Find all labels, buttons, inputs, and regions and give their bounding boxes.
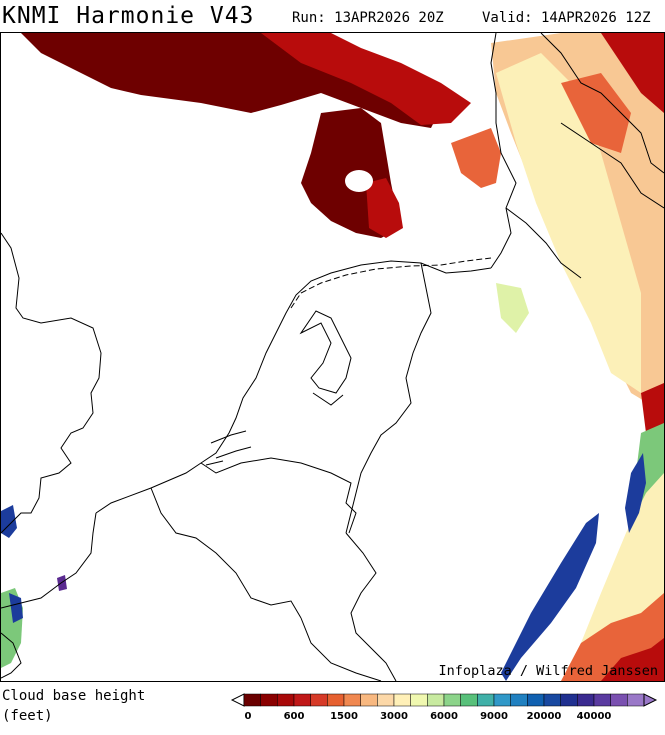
legend-swatch bbox=[260, 693, 278, 707]
cloud-area-southeast-red bbox=[601, 638, 664, 681]
legend-swatch bbox=[293, 693, 311, 707]
baltic-coast bbox=[560, 122, 664, 209]
legend-tick-label: 20000 bbox=[527, 711, 562, 722]
legend-swatch bbox=[510, 693, 528, 707]
cloud-hole bbox=[345, 170, 373, 192]
legend-swatch bbox=[610, 693, 628, 707]
cloud-area-orange-bight bbox=[451, 128, 501, 188]
legend-label-line2: (feet) bbox=[2, 708, 53, 724]
valid-time: Valid: 14APR2026 12Z bbox=[482, 10, 651, 26]
run-time: Run: 13APR2026 20Z bbox=[292, 10, 444, 26]
legend-swatch bbox=[443, 693, 461, 707]
legend-arrow-low bbox=[230, 693, 245, 707]
wadden-islands bbox=[290, 257, 492, 309]
legend-swatch bbox=[410, 693, 428, 707]
legend-swatch bbox=[327, 693, 345, 707]
legend-swatch bbox=[477, 693, 495, 707]
legend-swatch bbox=[243, 693, 261, 707]
legend-swatch bbox=[277, 693, 295, 707]
ijsselmeer bbox=[299, 310, 352, 394]
markermeer bbox=[312, 392, 344, 406]
legend-swatch bbox=[527, 693, 545, 707]
legend-swatch bbox=[577, 693, 595, 707]
legend-swatch bbox=[460, 693, 478, 707]
nl-be-coast bbox=[95, 260, 492, 514]
legend-tick-label: 40000 bbox=[577, 711, 612, 722]
cloud-area-blue-west bbox=[1, 505, 17, 538]
germany-coast bbox=[490, 33, 517, 269]
de-fr-border bbox=[300, 617, 382, 681]
elbe-estuary bbox=[505, 207, 582, 279]
credit-text: Infoplaza / Wilfred Janssen bbox=[438, 663, 658, 679]
legend-swatch bbox=[360, 693, 378, 707]
cloud-area-purple-west bbox=[57, 575, 67, 591]
cloud-area-blue-band bbox=[501, 513, 599, 681]
legend-swatch bbox=[593, 693, 611, 707]
lu-borders bbox=[345, 532, 397, 681]
legend-swatch bbox=[543, 693, 561, 707]
be-nl-border bbox=[200, 457, 357, 534]
cloud-area-red-north bbox=[261, 33, 471, 125]
legend-tick-label: 0 bbox=[245, 711, 252, 722]
cloud-base-map-svg bbox=[1, 33, 664, 681]
legend-swatch bbox=[427, 693, 445, 707]
cloud-area-blue-southwest bbox=[9, 593, 23, 623]
legend-arrow-high bbox=[643, 693, 658, 707]
legend-swatch bbox=[560, 693, 578, 707]
legend-swatch bbox=[377, 693, 395, 707]
england-south-coast bbox=[1, 512, 97, 609]
legend-tick-label: 3000 bbox=[380, 711, 408, 722]
color-legend: 0 600 1500 3000 6000 9000 20000 40000 bbox=[230, 693, 658, 722]
cloud-fields bbox=[1, 33, 664, 681]
coastlines-borders bbox=[1, 33, 664, 681]
map-title: KNMI Harmonie V43 bbox=[2, 3, 255, 29]
zeeland-estuary bbox=[205, 430, 252, 466]
cloud-area-lightgreen bbox=[496, 283, 529, 333]
legend-swatch bbox=[343, 693, 361, 707]
legend-label-line1: Cloud base height bbox=[2, 688, 146, 704]
forecast-map: Infoplaza / Wilfred Janssen bbox=[0, 32, 665, 682]
nl-de-border bbox=[345, 262, 432, 534]
legend-swatch bbox=[627, 693, 645, 707]
legend-swatch bbox=[310, 693, 328, 707]
legend-tick-label: 600 bbox=[284, 711, 305, 722]
cloud-area-northeast-orange bbox=[561, 73, 631, 153]
be-fr-border bbox=[150, 487, 302, 619]
cloud-area-northeast-yellow bbox=[496, 53, 641, 393]
legend-tick-label: 6000 bbox=[430, 711, 458, 722]
cloud-area-northeast-red bbox=[601, 33, 664, 113]
jutland-coast bbox=[540, 33, 664, 174]
english-channel-coast bbox=[1, 632, 22, 679]
legend-label: Cloud base height (feet) bbox=[2, 686, 145, 726]
legend-tick-label: 9000 bbox=[480, 711, 508, 722]
legend-swatch bbox=[393, 693, 411, 707]
england-coast bbox=[1, 232, 102, 534]
cloud-area-blue-strip-east bbox=[625, 453, 646, 533]
cloud-area-red-blob bbox=[366, 178, 403, 238]
legend-swatch bbox=[493, 693, 511, 707]
legend-tick-label: 1500 bbox=[330, 711, 358, 722]
